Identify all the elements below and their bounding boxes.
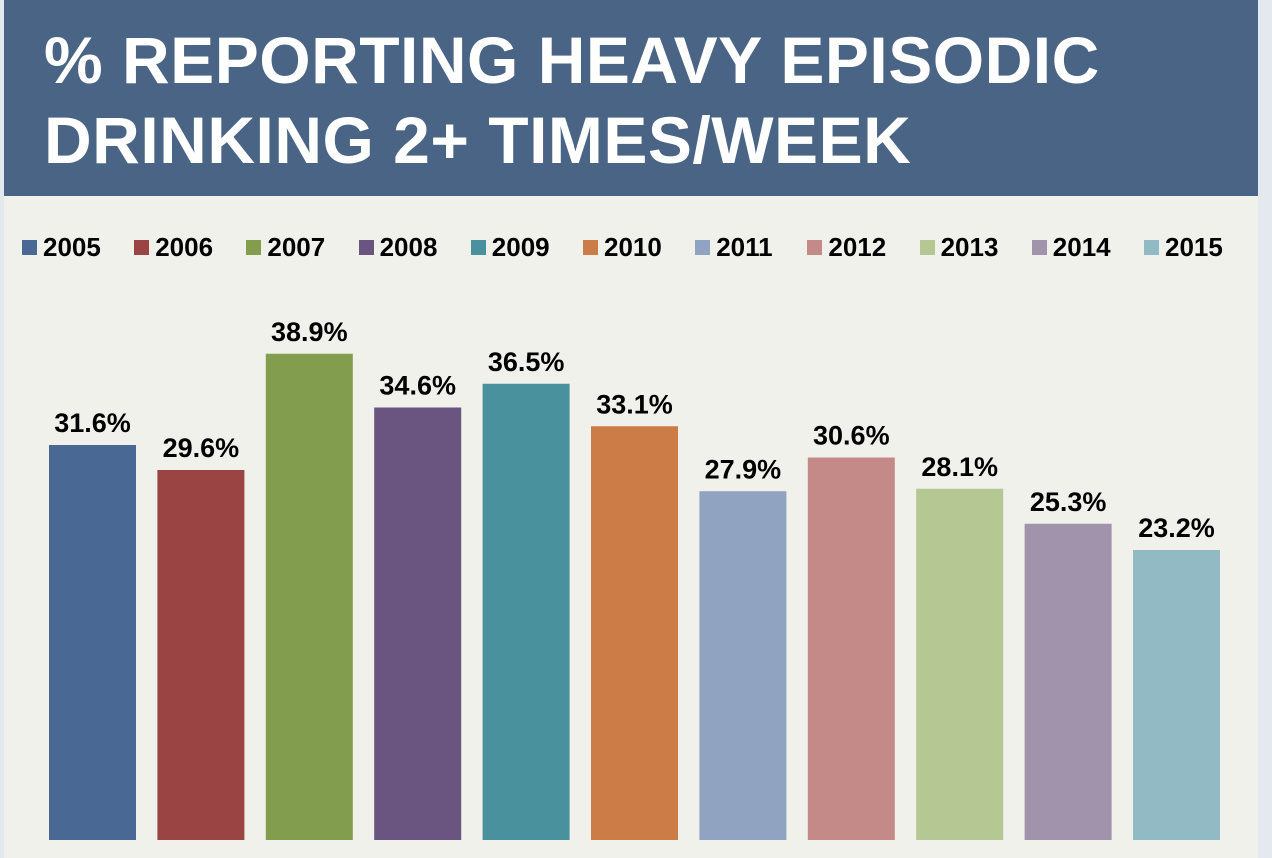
legend-swatch	[1144, 239, 1159, 255]
legend-label: 2006	[155, 231, 214, 262]
legend-item-2010: 2010	[583, 232, 662, 262]
data-label-2010: 33.1%	[596, 389, 673, 419]
data-label-2008: 34.6%	[379, 371, 456, 401]
legend-label: 2011	[716, 231, 773, 262]
chart-title-line-2: DRINKING 2+ TIMES/WEEK	[44, 103, 912, 177]
bar-2015	[1133, 550, 1220, 840]
legend-item-2013: 2013	[919, 231, 999, 262]
bar-2006	[157, 470, 245, 840]
bar-2010	[591, 426, 678, 840]
data-label-2005: 31.6%	[54, 408, 131, 438]
legend-label: 2014	[1052, 231, 1111, 262]
legend-item-2014: 2014	[1031, 231, 1111, 262]
legend-label: 2015	[1165, 231, 1223, 262]
data-label-2006: 29.6%	[163, 433, 240, 463]
bar-2005	[49, 445, 136, 840]
legend-label: 2005	[43, 231, 101, 262]
legend-label: 2009	[491, 231, 550, 262]
bar-2013	[916, 488, 1004, 840]
legend-label: 2010	[604, 231, 662, 262]
data-label-2011: 27.9%	[705, 454, 782, 484]
legend-swatch	[1031, 239, 1047, 255]
legend-item-2012: 2012	[807, 232, 886, 262]
bar-2009	[482, 383, 570, 840]
legend-swatch	[695, 239, 711, 255]
legend-swatch	[583, 239, 598, 255]
legend-swatch	[470, 239, 486, 255]
data-label-2012: 30.6%	[813, 421, 890, 451]
data-label-2009: 36.5%	[488, 347, 565, 377]
bar-2012	[807, 457, 895, 840]
bar-2011	[699, 491, 787, 840]
data-label-2014: 25.3%	[1030, 487, 1107, 517]
legend-label: 2012	[828, 231, 887, 262]
legend-swatch	[807, 239, 823, 255]
legend-swatch	[246, 239, 262, 255]
legend-item-2006: 2006	[134, 232, 213, 262]
bar-2007	[265, 353, 353, 840]
bar-2008	[374, 407, 462, 840]
legend-label: 2007	[267, 231, 326, 262]
legend-swatch	[919, 239, 935, 255]
legend-swatch	[358, 239, 374, 255]
legend-label: 2013	[940, 231, 999, 262]
legend-swatch	[134, 239, 150, 255]
legend-item-2015: 2015	[1144, 232, 1223, 262]
legend-item-2011: 2011	[695, 231, 773, 262]
data-label-2013: 28.1%	[921, 452, 998, 482]
legend-item-2008: 2008	[358, 231, 438, 262]
legend-item-2009: 2009	[470, 231, 550, 262]
legend-item-2007: 2007	[246, 232, 325, 262]
title-banner	[4, 0, 1258, 196]
chart-title-line-1: % REPORTING HEAVY EPISODIC	[44, 23, 1100, 97]
bar-2014	[1024, 523, 1112, 840]
data-label-2007: 38.9%	[271, 317, 348, 347]
data-label-2015: 23.2%	[1138, 513, 1215, 543]
legend-swatch	[22, 239, 37, 255]
legend-item-2005: 2005	[22, 232, 101, 262]
legend-label: 2008	[379, 231, 438, 262]
